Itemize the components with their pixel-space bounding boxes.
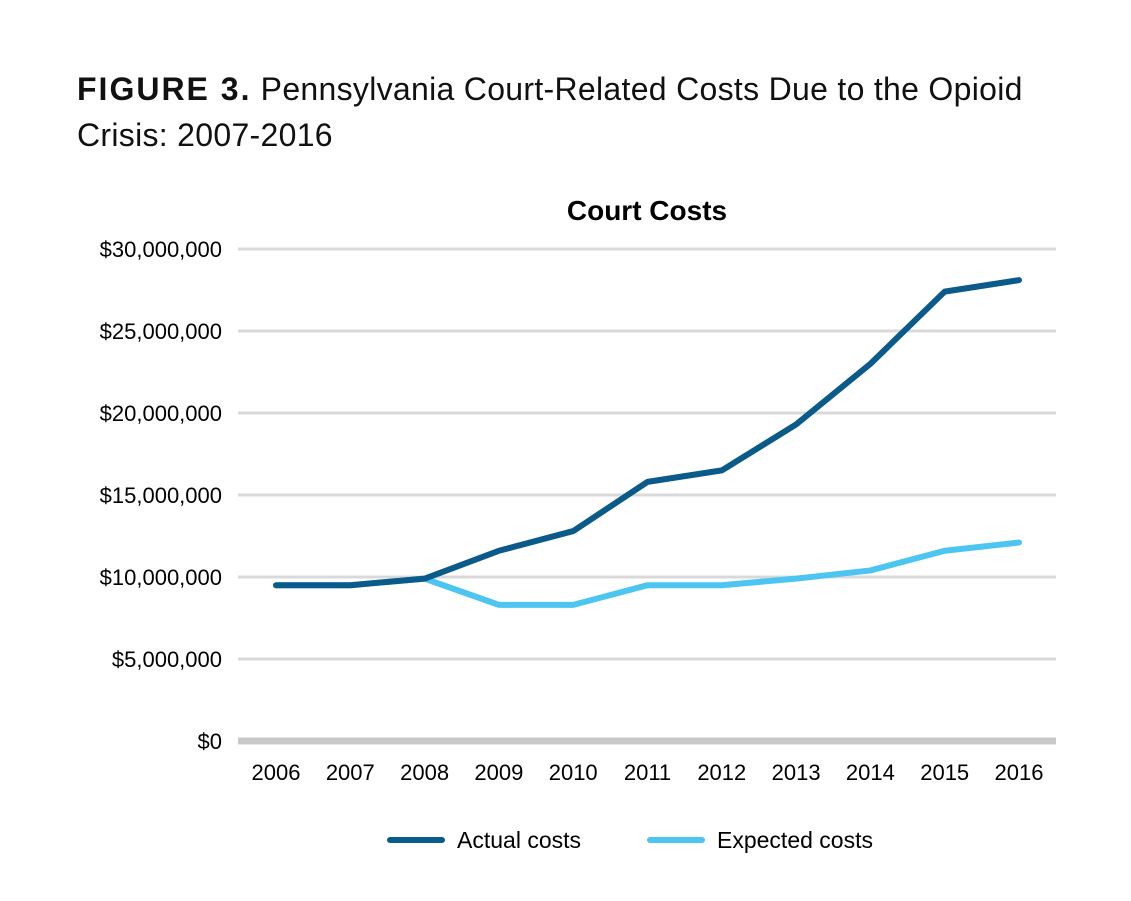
chart-title: Court Costs bbox=[567, 195, 727, 226]
series-line-actual-costs bbox=[273, 277, 1022, 589]
y-tick-label: $15,000,000 bbox=[100, 483, 222, 508]
data-series bbox=[273, 277, 1022, 608]
y-axis-tick-labels: $0 $5,000,000 $10,000,000 $15,000,000 $20,00… bbox=[100, 237, 222, 754]
x-tick-label: 2014 bbox=[846, 760, 895, 785]
x-tick-label: 2012 bbox=[697, 760, 746, 785]
x-tick-label: 2011 bbox=[624, 760, 671, 785]
series-line-expected-costs bbox=[273, 539, 1022, 608]
y-tick-label: $5,000,000 bbox=[112, 647, 222, 672]
y-tick-label: $20,000,000 bbox=[100, 401, 222, 426]
gridlines bbox=[238, 247, 1056, 745]
y-tick-label: $25,000,000 bbox=[100, 319, 222, 344]
legend-label-expected-costs: Expected costs bbox=[717, 827, 873, 853]
y-tick-label: $0 bbox=[198, 729, 222, 754]
x-tick-label: 2015 bbox=[920, 760, 969, 785]
x-tick-label: 2016 bbox=[995, 760, 1044, 785]
x-tick-label: 2007 bbox=[326, 760, 375, 785]
legend-label-actual-costs: Actual costs bbox=[457, 827, 581, 853]
y-tick-label: $30,000,000 bbox=[100, 237, 222, 262]
figure-title: Pennsylvania Court-Related Costs Due to … bbox=[77, 71, 1023, 153]
x-tick-label: 2010 bbox=[549, 760, 598, 785]
y-tick-label: $10,000,000 bbox=[100, 565, 222, 590]
x-tick-label: 2009 bbox=[474, 760, 523, 785]
figure-heading: FIGURE 3. Pennsylvania Court-Related Cos… bbox=[77, 66, 1067, 158]
x-tick-label: 2008 bbox=[400, 760, 449, 785]
x-tick-label: 2013 bbox=[772, 760, 821, 785]
x-axis-tick-labels: 2006 2007 2008 2009 2010 2011 2012 2013 2014 2015… bbox=[252, 760, 1044, 785]
legend: Actual costs Expected costs bbox=[387, 827, 873, 853]
x-tick-label: 2006 bbox=[252, 760, 301, 785]
figure-label: FIGURE 3. bbox=[77, 71, 252, 107]
